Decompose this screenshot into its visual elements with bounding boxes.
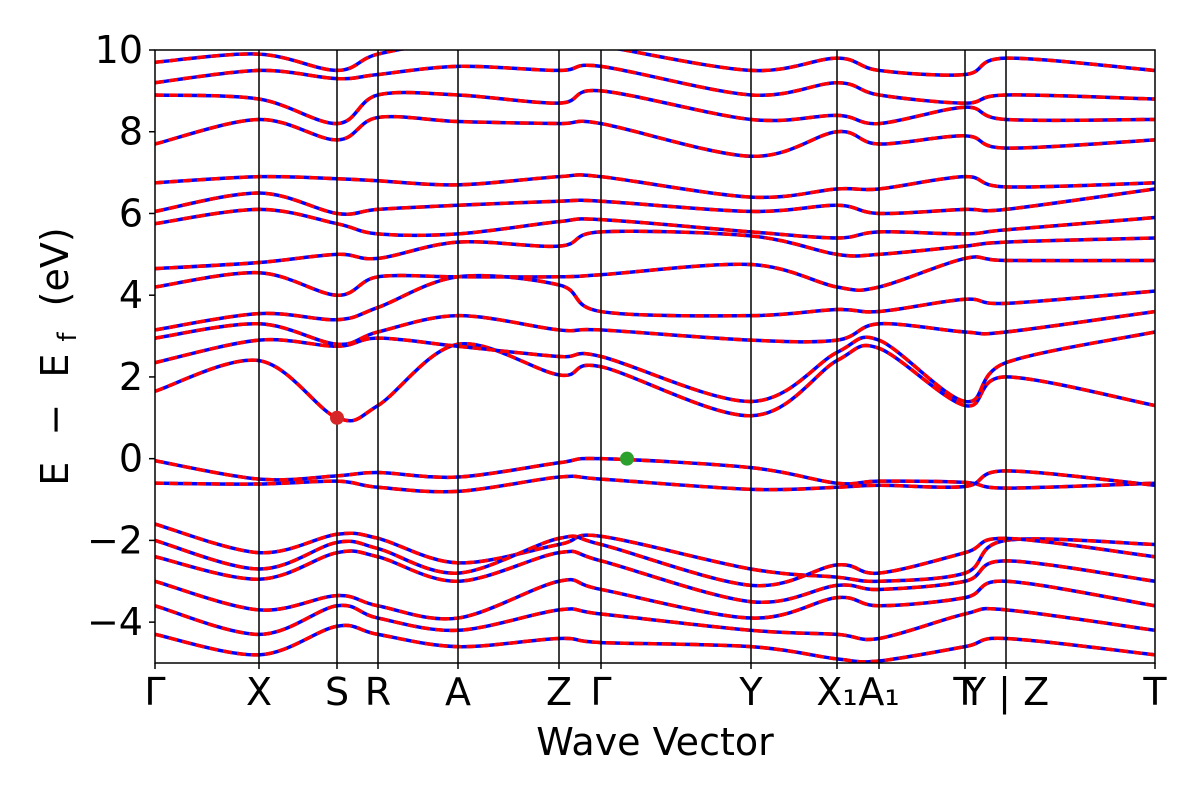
- highlight-point: [620, 451, 634, 466]
- x-tick-label: Γ: [590, 670, 611, 714]
- band-line-red: [155, 229, 1155, 271]
- band-line-red: [155, 255, 1155, 297]
- x-tick-label: Y: [738, 670, 763, 714]
- band-line-red: [155, 603, 1155, 642]
- band-line-blue: [155, 50, 1155, 77]
- y-axis-label-sub: f: [53, 332, 83, 342]
- band-line-blue: [155, 577, 1155, 621]
- x-tick-label: X: [246, 670, 272, 714]
- x-tick-label: S: [325, 670, 349, 714]
- band-lines-group: [155, 50, 1155, 663]
- y-tick-label: 2: [119, 355, 143, 399]
- y-axis-label-e: E: [33, 462, 77, 486]
- band-line-blue: [155, 255, 1155, 297]
- y-axis-label-unit: (eV): [33, 227, 77, 306]
- band-line-red: [155, 522, 1155, 584]
- band-line-blue: [155, 229, 1155, 271]
- band-line-red: [155, 187, 1155, 216]
- y-tick-label: 0: [119, 437, 143, 481]
- highlight-points-group: [330, 410, 634, 466]
- y-ticks-group: −4 −2 0 2 4 6 8 10: [87, 28, 155, 644]
- band-line-blue: [155, 341, 1155, 423]
- plot-frame: [154, 49, 1156, 664]
- band-line-blue: [155, 522, 1155, 584]
- band-line-red: [155, 534, 1155, 588]
- x-tick-label: Z: [546, 670, 572, 714]
- band-line-blue: [155, 114, 1155, 159]
- x-tick-label: Γ: [144, 670, 165, 714]
- band-line-red: [155, 549, 1155, 605]
- y-tick-label: 6: [119, 191, 143, 235]
- x-tick-label: Y | Z: [962, 670, 1049, 715]
- y-tick-label: 8: [119, 110, 143, 154]
- y-axis-label: E − E f (eV): [33, 227, 85, 485]
- band-line-red: [155, 63, 1155, 105]
- x-tick-label: A₁: [858, 670, 899, 714]
- y-axis-label-minus: −: [33, 404, 77, 436]
- highlight-point: [330, 410, 344, 425]
- band-line-red: [155, 623, 1155, 663]
- band-line-blue: [155, 63, 1155, 105]
- x-tick-label: T: [952, 670, 977, 714]
- x-axis-label: Wave Vector: [536, 720, 774, 764]
- band-line-red: [155, 341, 1155, 423]
- band-line-red: [155, 207, 1155, 240]
- y-tick-label: 10: [95, 28, 143, 72]
- x-tick-label: T: [1142, 670, 1167, 714]
- y-tick-label: −4: [87, 600, 143, 644]
- y-tick-label: −2: [87, 518, 143, 562]
- y-tick-label: 4: [119, 273, 143, 317]
- x-tick-label: A: [445, 670, 471, 714]
- y-axis-label-e2: E: [33, 354, 77, 378]
- band-line-red: [155, 577, 1155, 621]
- x-tick-label: R: [365, 670, 391, 714]
- x-tick-label: X₁: [816, 670, 857, 714]
- k-point-lines-group: [258, 50, 1007, 663]
